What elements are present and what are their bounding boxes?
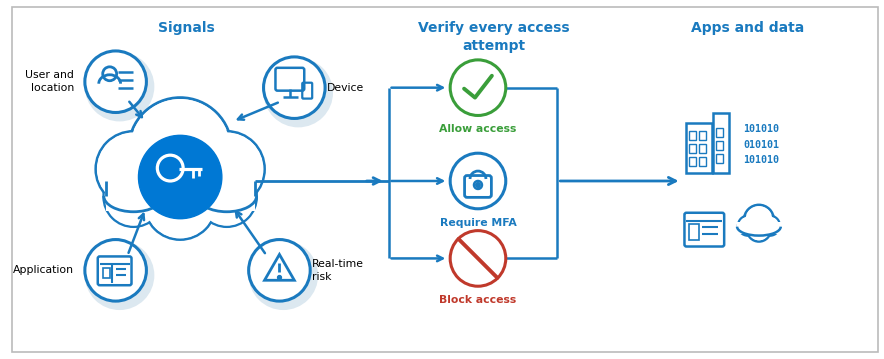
Circle shape	[745, 206, 773, 233]
Circle shape	[127, 129, 187, 189]
Circle shape	[475, 182, 481, 188]
Circle shape	[139, 135, 222, 219]
Circle shape	[450, 230, 506, 286]
Circle shape	[146, 169, 215, 238]
Text: Block access: Block access	[439, 295, 516, 305]
Circle shape	[97, 132, 170, 206]
Circle shape	[450, 60, 506, 116]
Circle shape	[189, 131, 264, 207]
Circle shape	[738, 216, 758, 236]
Circle shape	[128, 130, 187, 188]
Circle shape	[760, 216, 780, 236]
Circle shape	[739, 217, 757, 234]
Circle shape	[198, 168, 255, 226]
Text: Apps and data: Apps and data	[691, 21, 804, 35]
Text: 010101: 010101	[743, 140, 779, 150]
Circle shape	[761, 217, 779, 234]
Text: 101010: 101010	[743, 155, 779, 165]
Circle shape	[248, 239, 310, 301]
Circle shape	[190, 132, 263, 206]
Circle shape	[128, 98, 232, 201]
Circle shape	[144, 168, 216, 239]
FancyBboxPatch shape	[12, 7, 878, 352]
Circle shape	[744, 205, 774, 234]
Circle shape	[103, 167, 164, 227]
Circle shape	[164, 163, 176, 173]
Circle shape	[747, 218, 771, 242]
Text: Require MFA: Require MFA	[439, 218, 516, 228]
Text: 101010: 101010	[743, 124, 779, 134]
Circle shape	[85, 239, 147, 301]
FancyBboxPatch shape	[106, 169, 255, 211]
Circle shape	[450, 153, 506, 209]
Circle shape	[173, 129, 232, 189]
Text: Allow access: Allow access	[439, 125, 516, 134]
Text: Verify every access
attempt: Verify every access attempt	[417, 21, 569, 53]
Circle shape	[263, 57, 325, 118]
Circle shape	[85, 52, 155, 121]
Text: Real-time
risk: Real-time risk	[312, 259, 364, 282]
FancyBboxPatch shape	[737, 222, 781, 234]
Circle shape	[263, 58, 333, 127]
Circle shape	[130, 99, 230, 199]
Text: User and
location: User and location	[25, 70, 74, 93]
Text: Signals: Signals	[158, 21, 215, 35]
Text: Application: Application	[13, 265, 74, 275]
Circle shape	[95, 131, 171, 207]
Circle shape	[104, 168, 163, 226]
Circle shape	[85, 241, 155, 310]
Circle shape	[748, 219, 770, 241]
Text: Device: Device	[327, 83, 364, 93]
Circle shape	[174, 130, 232, 188]
Circle shape	[197, 167, 256, 227]
Circle shape	[248, 241, 318, 310]
Circle shape	[85, 51, 147, 112]
